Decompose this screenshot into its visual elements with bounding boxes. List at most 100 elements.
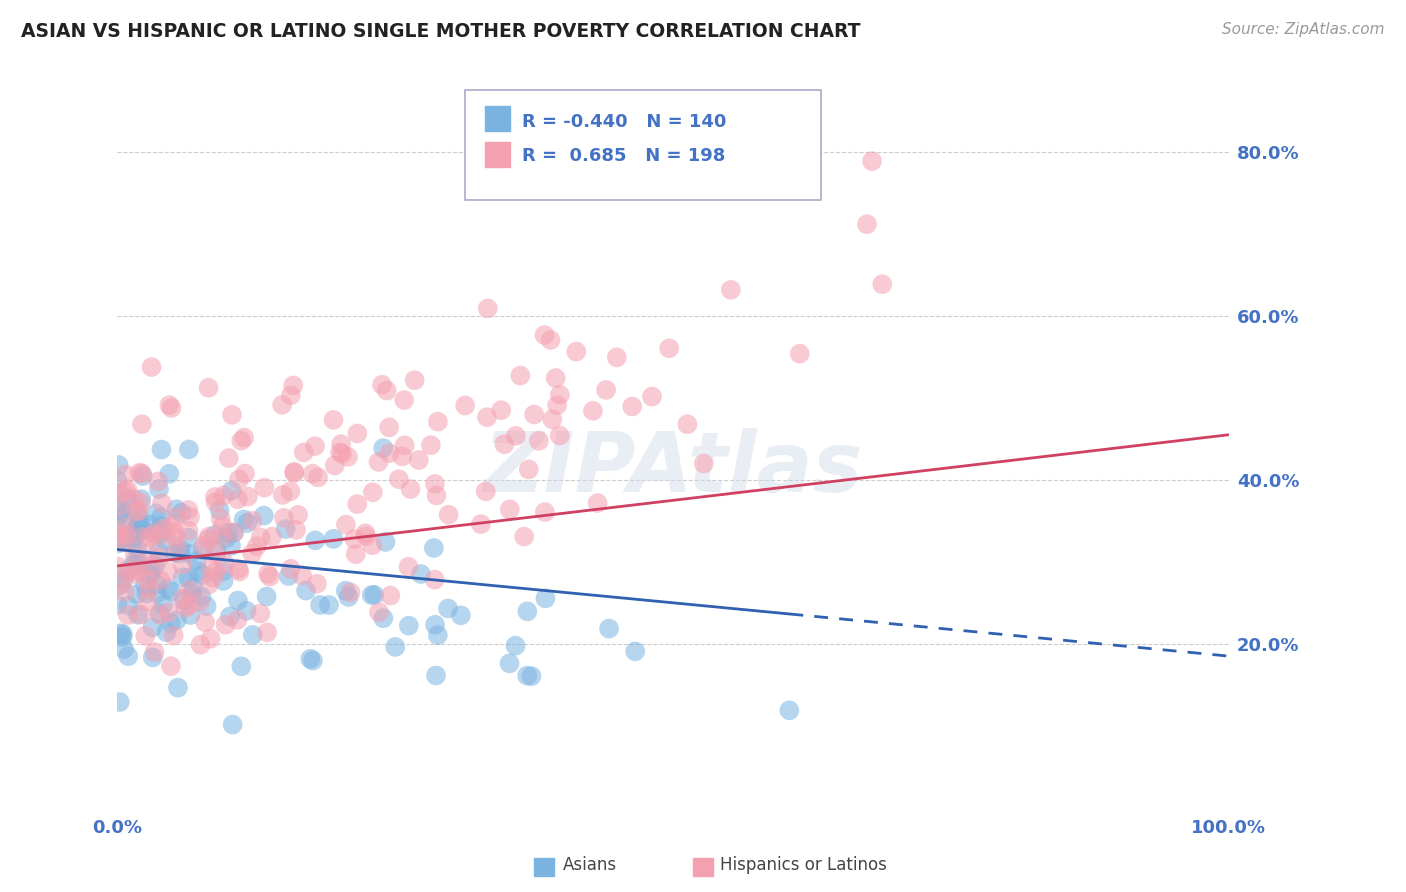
Point	[398, 559, 420, 574]
Point	[219, 539, 242, 553]
Point	[117, 607, 139, 622]
Point	[399, 482, 422, 496]
Point	[128, 466, 150, 480]
Point	[371, 377, 394, 392]
Point	[177, 442, 200, 457]
Point	[221, 717, 243, 731]
Point	[197, 533, 219, 547]
Point	[149, 573, 172, 587]
Point	[204, 495, 226, 509]
Point	[149, 529, 172, 543]
Point	[115, 564, 138, 578]
Point	[423, 617, 446, 632]
Point	[187, 565, 209, 579]
Text: Source: ZipAtlas.com: Source: ZipAtlas.com	[1222, 22, 1385, 37]
Point	[233, 467, 256, 481]
Point	[114, 467, 136, 482]
Point	[226, 613, 249, 627]
Point	[520, 669, 543, 683]
Point	[173, 593, 195, 607]
Point	[148, 482, 170, 496]
Point	[307, 470, 329, 484]
Point	[127, 607, 149, 622]
Point	[498, 657, 520, 671]
Point	[177, 524, 200, 538]
Point	[354, 526, 377, 541]
Point	[214, 617, 236, 632]
Point	[280, 562, 302, 576]
Point	[226, 492, 249, 507]
Point	[283, 465, 305, 479]
Point	[125, 587, 148, 601]
Point	[271, 398, 294, 412]
Point	[404, 373, 426, 387]
Point	[470, 517, 492, 532]
Point	[425, 488, 447, 502]
Point	[194, 615, 217, 629]
Point	[108, 485, 131, 500]
Point	[231, 434, 253, 448]
Point	[212, 488, 235, 502]
Point	[108, 578, 131, 592]
Point	[606, 351, 628, 365]
Point	[179, 607, 201, 622]
Point	[565, 344, 588, 359]
Point	[127, 553, 149, 567]
Point	[197, 578, 219, 592]
Point	[170, 542, 193, 557]
Point	[582, 404, 605, 418]
Point	[262, 530, 284, 544]
Point	[157, 565, 180, 579]
Point	[150, 442, 173, 457]
Point	[200, 632, 222, 646]
Point	[145, 506, 167, 520]
Point	[658, 341, 681, 355]
Point	[139, 558, 162, 573]
Point	[391, 450, 413, 464]
Point	[138, 582, 160, 597]
Point	[544, 371, 567, 385]
Point	[344, 547, 367, 561]
Point	[152, 598, 174, 612]
Point	[274, 522, 297, 536]
Point	[160, 659, 183, 673]
Point	[152, 522, 174, 536]
Point	[505, 429, 527, 443]
Point	[204, 490, 226, 504]
Point	[302, 654, 325, 668]
Point	[107, 526, 129, 541]
Point	[374, 535, 396, 549]
Point	[408, 453, 430, 467]
Point	[474, 484, 496, 499]
Point	[139, 568, 162, 582]
Point	[494, 437, 516, 451]
Point	[246, 539, 269, 553]
Point	[228, 473, 250, 487]
Point	[143, 558, 166, 573]
Point	[177, 503, 200, 517]
Point	[122, 530, 145, 544]
Point	[491, 403, 513, 417]
Point	[367, 455, 389, 469]
Point	[249, 531, 271, 545]
Point	[115, 528, 138, 542]
Point	[221, 483, 243, 498]
Point	[720, 283, 742, 297]
Point	[138, 530, 160, 544]
Point	[523, 408, 546, 422]
Point	[516, 604, 538, 618]
Text: R = -0.440   N = 140: R = -0.440 N = 140	[522, 113, 725, 131]
Point	[197, 381, 219, 395]
Point	[304, 439, 326, 453]
Point	[127, 558, 149, 572]
Point	[242, 514, 264, 528]
Point	[624, 644, 647, 658]
Point	[128, 511, 150, 525]
Point	[271, 488, 294, 502]
Point	[149, 525, 172, 540]
Point	[110, 577, 132, 591]
Point	[242, 628, 264, 642]
Point	[177, 531, 200, 545]
Point	[280, 484, 302, 499]
Point	[384, 640, 406, 654]
